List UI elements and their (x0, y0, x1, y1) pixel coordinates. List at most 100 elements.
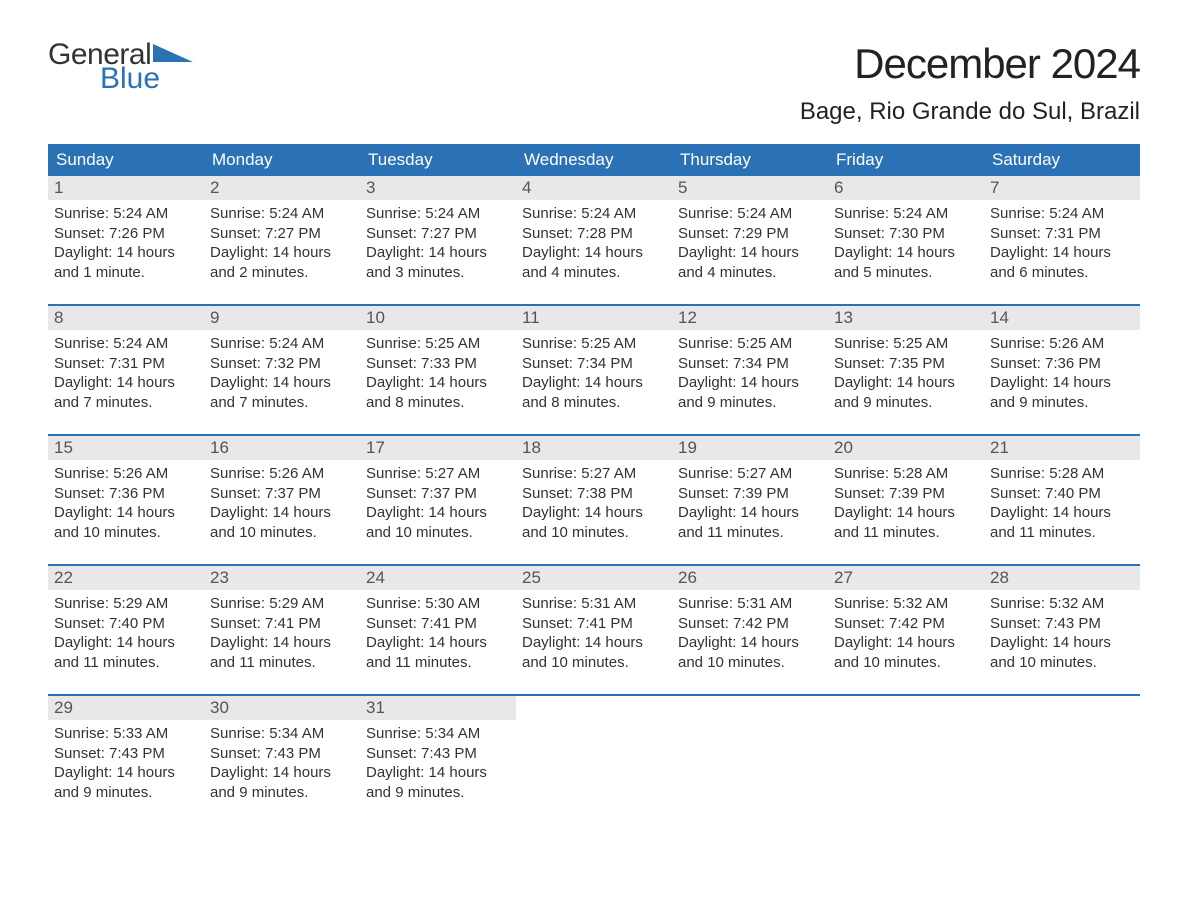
day-day2: and 9 minutes. (366, 783, 510, 803)
day-day1: Daylight: 14 hours (678, 503, 822, 523)
day-day2: and 11 minutes. (678, 523, 822, 543)
day-cell: 8Sunrise: 5:24 AMSunset: 7:31 PMDaylight… (48, 306, 204, 434)
day-day1: Daylight: 14 hours (210, 243, 354, 263)
day-day1: Daylight: 14 hours (210, 503, 354, 523)
day-sunset: Sunset: 7:40 PM (990, 484, 1134, 504)
day-day1: Daylight: 14 hours (990, 633, 1134, 653)
day-sunset: Sunset: 7:37 PM (210, 484, 354, 504)
day-sunset: Sunset: 7:29 PM (678, 224, 822, 244)
day-body: Sunrise: 5:24 AMSunset: 7:30 PMDaylight:… (828, 200, 984, 282)
day-cell: 18Sunrise: 5:27 AMSunset: 7:38 PMDayligh… (516, 436, 672, 564)
day-sunset: Sunset: 7:39 PM (678, 484, 822, 504)
day-number: 3 (360, 176, 516, 200)
day-body: Sunrise: 5:24 AMSunset: 7:31 PMDaylight:… (984, 200, 1140, 282)
day-number: 20 (828, 436, 984, 460)
day-number: 5 (672, 176, 828, 200)
day-sunset: Sunset: 7:43 PM (990, 614, 1134, 634)
day-day1: Daylight: 14 hours (834, 243, 978, 263)
day-day1: Daylight: 14 hours (366, 243, 510, 263)
day-cell (516, 696, 672, 824)
day-number: 14 (984, 306, 1140, 330)
day-sunrise: Sunrise: 5:24 AM (210, 334, 354, 354)
day-body: Sunrise: 5:24 AMSunset: 7:27 PMDaylight:… (360, 200, 516, 282)
day-day1: Daylight: 14 hours (834, 503, 978, 523)
dow-tuesday: Tuesday (360, 144, 516, 176)
day-cell: 31Sunrise: 5:34 AMSunset: 7:43 PMDayligh… (360, 696, 516, 824)
day-sunrise: Sunrise: 5:25 AM (522, 334, 666, 354)
week-row: 22Sunrise: 5:29 AMSunset: 7:40 PMDayligh… (48, 564, 1140, 694)
day-sunset: Sunset: 7:40 PM (54, 614, 198, 634)
day-body: Sunrise: 5:32 AMSunset: 7:42 PMDaylight:… (828, 590, 984, 672)
calendar: Sunday Monday Tuesday Wednesday Thursday… (48, 144, 1140, 824)
day-sunrise: Sunrise: 5:26 AM (210, 464, 354, 484)
day-body: Sunrise: 5:34 AMSunset: 7:43 PMDaylight:… (204, 720, 360, 802)
day-cell: 17Sunrise: 5:27 AMSunset: 7:37 PMDayligh… (360, 436, 516, 564)
day-number: 26 (672, 566, 828, 590)
day-cell (984, 696, 1140, 824)
day-body: Sunrise: 5:27 AMSunset: 7:37 PMDaylight:… (360, 460, 516, 542)
day-number: 17 (360, 436, 516, 460)
day-day2: and 11 minutes. (54, 653, 198, 673)
day-day1: Daylight: 14 hours (54, 503, 198, 523)
day-number: 21 (984, 436, 1140, 460)
day-day1: Daylight: 14 hours (834, 633, 978, 653)
day-day1: Daylight: 14 hours (210, 633, 354, 653)
day-cell: 5Sunrise: 5:24 AMSunset: 7:29 PMDaylight… (672, 176, 828, 304)
day-sunset: Sunset: 7:38 PM (522, 484, 666, 504)
day-number: 13 (828, 306, 984, 330)
day-day2: and 11 minutes. (834, 523, 978, 543)
day-number: 9 (204, 306, 360, 330)
day-number: 19 (672, 436, 828, 460)
day-sunrise: Sunrise: 5:24 AM (522, 204, 666, 224)
day-sunset: Sunset: 7:41 PM (522, 614, 666, 634)
day-sunset: Sunset: 7:33 PM (366, 354, 510, 374)
day-body: Sunrise: 5:24 AMSunset: 7:31 PMDaylight:… (48, 330, 204, 412)
day-number: 10 (360, 306, 516, 330)
day-sunset: Sunset: 7:42 PM (834, 614, 978, 634)
day-cell: 11Sunrise: 5:25 AMSunset: 7:34 PMDayligh… (516, 306, 672, 434)
day-cell: 19 Sunrise: 5:27 AMSunset: 7:39 PMDayligh… (672, 436, 828, 564)
day-cell: 10Sunrise: 5:25 AMSunset: 7:33 PMDayligh… (360, 306, 516, 434)
day-sunset: Sunset: 7:37 PM (366, 484, 510, 504)
day-sunset: Sunset: 7:28 PM (522, 224, 666, 244)
day-sunset: Sunset: 7:31 PM (54, 354, 198, 374)
day-day2: and 10 minutes. (522, 523, 666, 543)
day-day1: Daylight: 14 hours (678, 243, 822, 263)
day-number: 1 (48, 176, 204, 200)
day-sunset: Sunset: 7:43 PM (54, 744, 198, 764)
dow-wednesday: Wednesday (516, 144, 672, 176)
day-sunset: Sunset: 7:36 PM (54, 484, 198, 504)
day-body: Sunrise: 5:31 AMSunset: 7:41 PMDaylight:… (516, 590, 672, 672)
week-row: 8Sunrise: 5:24 AMSunset: 7:31 PMDaylight… (48, 304, 1140, 434)
day-body: Sunrise: 5:29 AMSunset: 7:40 PMDaylight:… (48, 590, 204, 672)
day-day1: Daylight: 14 hours (990, 373, 1134, 393)
day-of-week-header: Sunday Monday Tuesday Wednesday Thursday… (48, 144, 1140, 176)
day-number: 22 (48, 566, 204, 590)
day-number: 11 (516, 306, 672, 330)
day-body: Sunrise: 5:29 AMSunset: 7:41 PMDaylight:… (204, 590, 360, 672)
day-sunset: Sunset: 7:41 PM (366, 614, 510, 634)
day-day2: and 8 minutes. (366, 393, 510, 413)
page-title: December 2024 (800, 40, 1140, 88)
location-subtitle: Bage, Rio Grande do Sul, Brazil (800, 98, 1140, 126)
day-cell: 25Sunrise: 5:31 AMSunset: 7:41 PMDayligh… (516, 566, 672, 694)
day-day2: and 4 minutes. (678, 263, 822, 283)
day-day2: and 7 minutes. (210, 393, 354, 413)
day-body: Sunrise: 5:31 AMSunset: 7:42 PMDaylight:… (672, 590, 828, 672)
day-day2: and 10 minutes. (54, 523, 198, 543)
day-cell: 13Sunrise: 5:25 AMSunset: 7:35 PMDayligh… (828, 306, 984, 434)
day-sunrise: Sunrise: 5:29 AM (210, 594, 354, 614)
day-day1: Daylight: 14 hours (522, 503, 666, 523)
day-day1: Daylight: 14 hours (366, 633, 510, 653)
day-cell (672, 696, 828, 824)
day-day2: and 1 minute. (54, 263, 198, 283)
day-day2: and 4 minutes. (522, 263, 666, 283)
day-body: Sunrise: 5:26 AMSunset: 7:36 PMDaylight:… (984, 330, 1140, 412)
day-cell: 30Sunrise: 5:34 AMSunset: 7:43 PMDayligh… (204, 696, 360, 824)
day-day1: Daylight: 14 hours (366, 763, 510, 783)
day-body: Sunrise: 5:28 AMSunset: 7:40 PMDaylight:… (984, 460, 1140, 542)
day-sunrise: Sunrise: 5:27 AM (678, 464, 822, 484)
day-sunrise: Sunrise: 5:24 AM (54, 334, 198, 354)
weeks-container: 1Sunrise: 5:24 AMSunset: 7:26 PMDaylight… (48, 176, 1140, 824)
day-number: 2 (204, 176, 360, 200)
